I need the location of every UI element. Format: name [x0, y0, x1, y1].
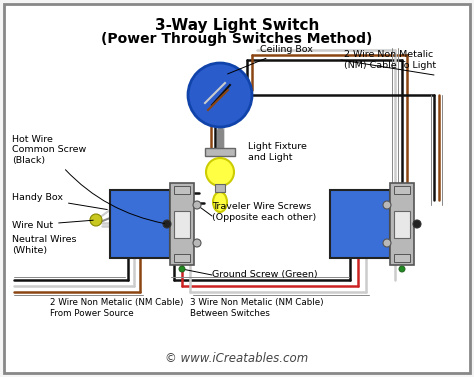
Text: 3 Wire Non Metalic (NM Cable)
Between Switches: 3 Wire Non Metalic (NM Cable) Between Sw… — [190, 298, 324, 318]
Text: Ceiling Box: Ceiling Box — [228, 46, 313, 74]
Bar — [390, 183, 414, 265]
Circle shape — [90, 214, 102, 226]
Bar — [110, 190, 170, 258]
Circle shape — [193, 201, 201, 209]
Circle shape — [399, 266, 405, 272]
Bar — [170, 183, 194, 265]
Text: Traveler Wire Screws
(Opposite each other): Traveler Wire Screws (Opposite each othe… — [212, 202, 316, 222]
Circle shape — [383, 201, 391, 209]
Circle shape — [193, 239, 201, 247]
FancyBboxPatch shape — [4, 4, 470, 373]
Bar — [215, 184, 225, 192]
Text: Neutral Wires
(White): Neutral Wires (White) — [12, 235, 76, 255]
Text: Light Fixture
and Light: Light Fixture and Light — [248, 142, 307, 162]
Bar — [174, 186, 190, 194]
Text: 2 Wire Non Metalic (NM Cable)
From Power Source: 2 Wire Non Metalic (NM Cable) From Power… — [50, 298, 183, 318]
Bar — [394, 254, 410, 262]
Ellipse shape — [213, 192, 227, 212]
Text: Handy Box: Handy Box — [12, 193, 107, 210]
Text: Wire Nut: Wire Nut — [12, 220, 93, 230]
Text: Ground Screw (Green): Ground Screw (Green) — [212, 271, 318, 279]
Circle shape — [188, 63, 252, 127]
Bar — [330, 190, 390, 258]
Text: Hot Wire
Common Screw
(Black): Hot Wire Common Screw (Black) — [12, 135, 164, 224]
Text: 3-Way Light Switch: 3-Way Light Switch — [155, 18, 319, 33]
Bar — [174, 211, 190, 238]
Circle shape — [383, 239, 391, 247]
Bar — [174, 254, 190, 262]
Text: 2 Wire Non Metalic
(NM) Cable To Light: 2 Wire Non Metalic (NM) Cable To Light — [344, 50, 436, 70]
Circle shape — [163, 220, 171, 228]
Circle shape — [413, 220, 421, 228]
Text: © www.iCreatables.com: © www.iCreatables.com — [165, 352, 309, 365]
Bar — [394, 186, 410, 194]
Circle shape — [179, 266, 185, 272]
Circle shape — [206, 158, 234, 186]
Bar — [205, 148, 235, 156]
Text: (Power Through Switches Method): (Power Through Switches Method) — [101, 32, 373, 46]
Bar — [394, 211, 410, 238]
